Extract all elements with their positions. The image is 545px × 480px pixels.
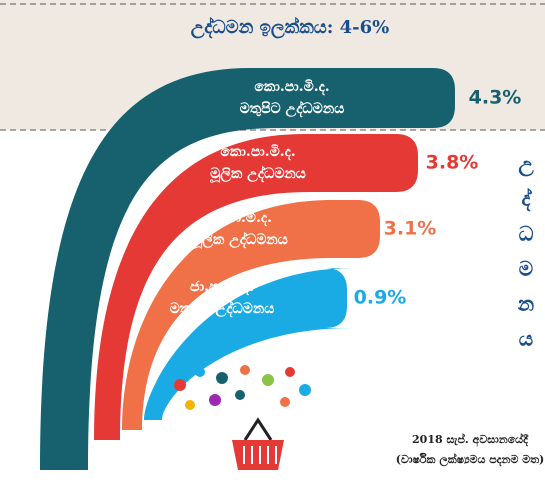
side-letter: ම — [519, 257, 533, 281]
band — [144, 268, 354, 420]
basket-handle — [243, 417, 273, 441]
band-label: ජා.පා.මි.ද. — [190, 279, 254, 296]
icon — [262, 374, 274, 386]
basket-lines — [243, 446, 277, 464]
band-label: මූලික උද්ධමනය — [191, 231, 288, 250]
band — [122, 200, 380, 430]
side-letter: න — [517, 292, 534, 316]
band-value: 3.8% — [426, 152, 479, 174]
band-value: 4.3% — [469, 87, 522, 109]
band-label: ජා.පා.මි.ද. — [208, 210, 272, 227]
icon — [240, 365, 250, 375]
band-label: මූලික උද්ධමනය — [209, 165, 306, 184]
band — [94, 134, 418, 440]
icon — [280, 397, 290, 407]
band-label: මතුපිට උද්ධමනය — [240, 100, 345, 118]
side-label: උ ද් ධමනය — [517, 152, 534, 351]
icon — [216, 372, 228, 384]
band-value: 0.9% — [354, 287, 407, 309]
icon — [174, 379, 186, 391]
band-label: කො.පා.මි.ද. — [220, 144, 295, 161]
band-label: කො.පා.මි.ද. — [254, 79, 329, 96]
side-letter: ද් — [522, 186, 533, 211]
side-letter: උ — [518, 152, 534, 178]
side-letter: ය — [519, 327, 533, 351]
header-title: උද්ධමන ඉලක්කය: 4-6% — [191, 16, 390, 39]
footnote-line: 2018 සැප්. අවසානයේදී — [412, 432, 529, 447]
icon — [299, 384, 311, 396]
footnote: 2018 සැප්. අවසානයේදී (වාර්ෂික ලක්ෂ්‍යමය ප… — [396, 432, 545, 468]
icon — [285, 367, 295, 377]
band-value: 3.1% — [384, 218, 437, 240]
icon — [185, 400, 195, 410]
icon — [235, 390, 245, 400]
basket — [174, 365, 311, 470]
footnote-line: (වාර්ෂික ලක්ෂ්‍යමය පදනම මත) — [396, 452, 545, 468]
side-letter: ධ — [519, 222, 534, 246]
icon — [209, 394, 221, 406]
band — [40, 68, 455, 470]
band-label: මතුපිට උද්ධමනය — [170, 300, 275, 318]
icon — [195, 367, 205, 377]
bands: කො.පා.මි.ද. මතුපිට උද්ධමනය 4.3% කො.පා.මි.ද.… — [40, 68, 521, 470]
